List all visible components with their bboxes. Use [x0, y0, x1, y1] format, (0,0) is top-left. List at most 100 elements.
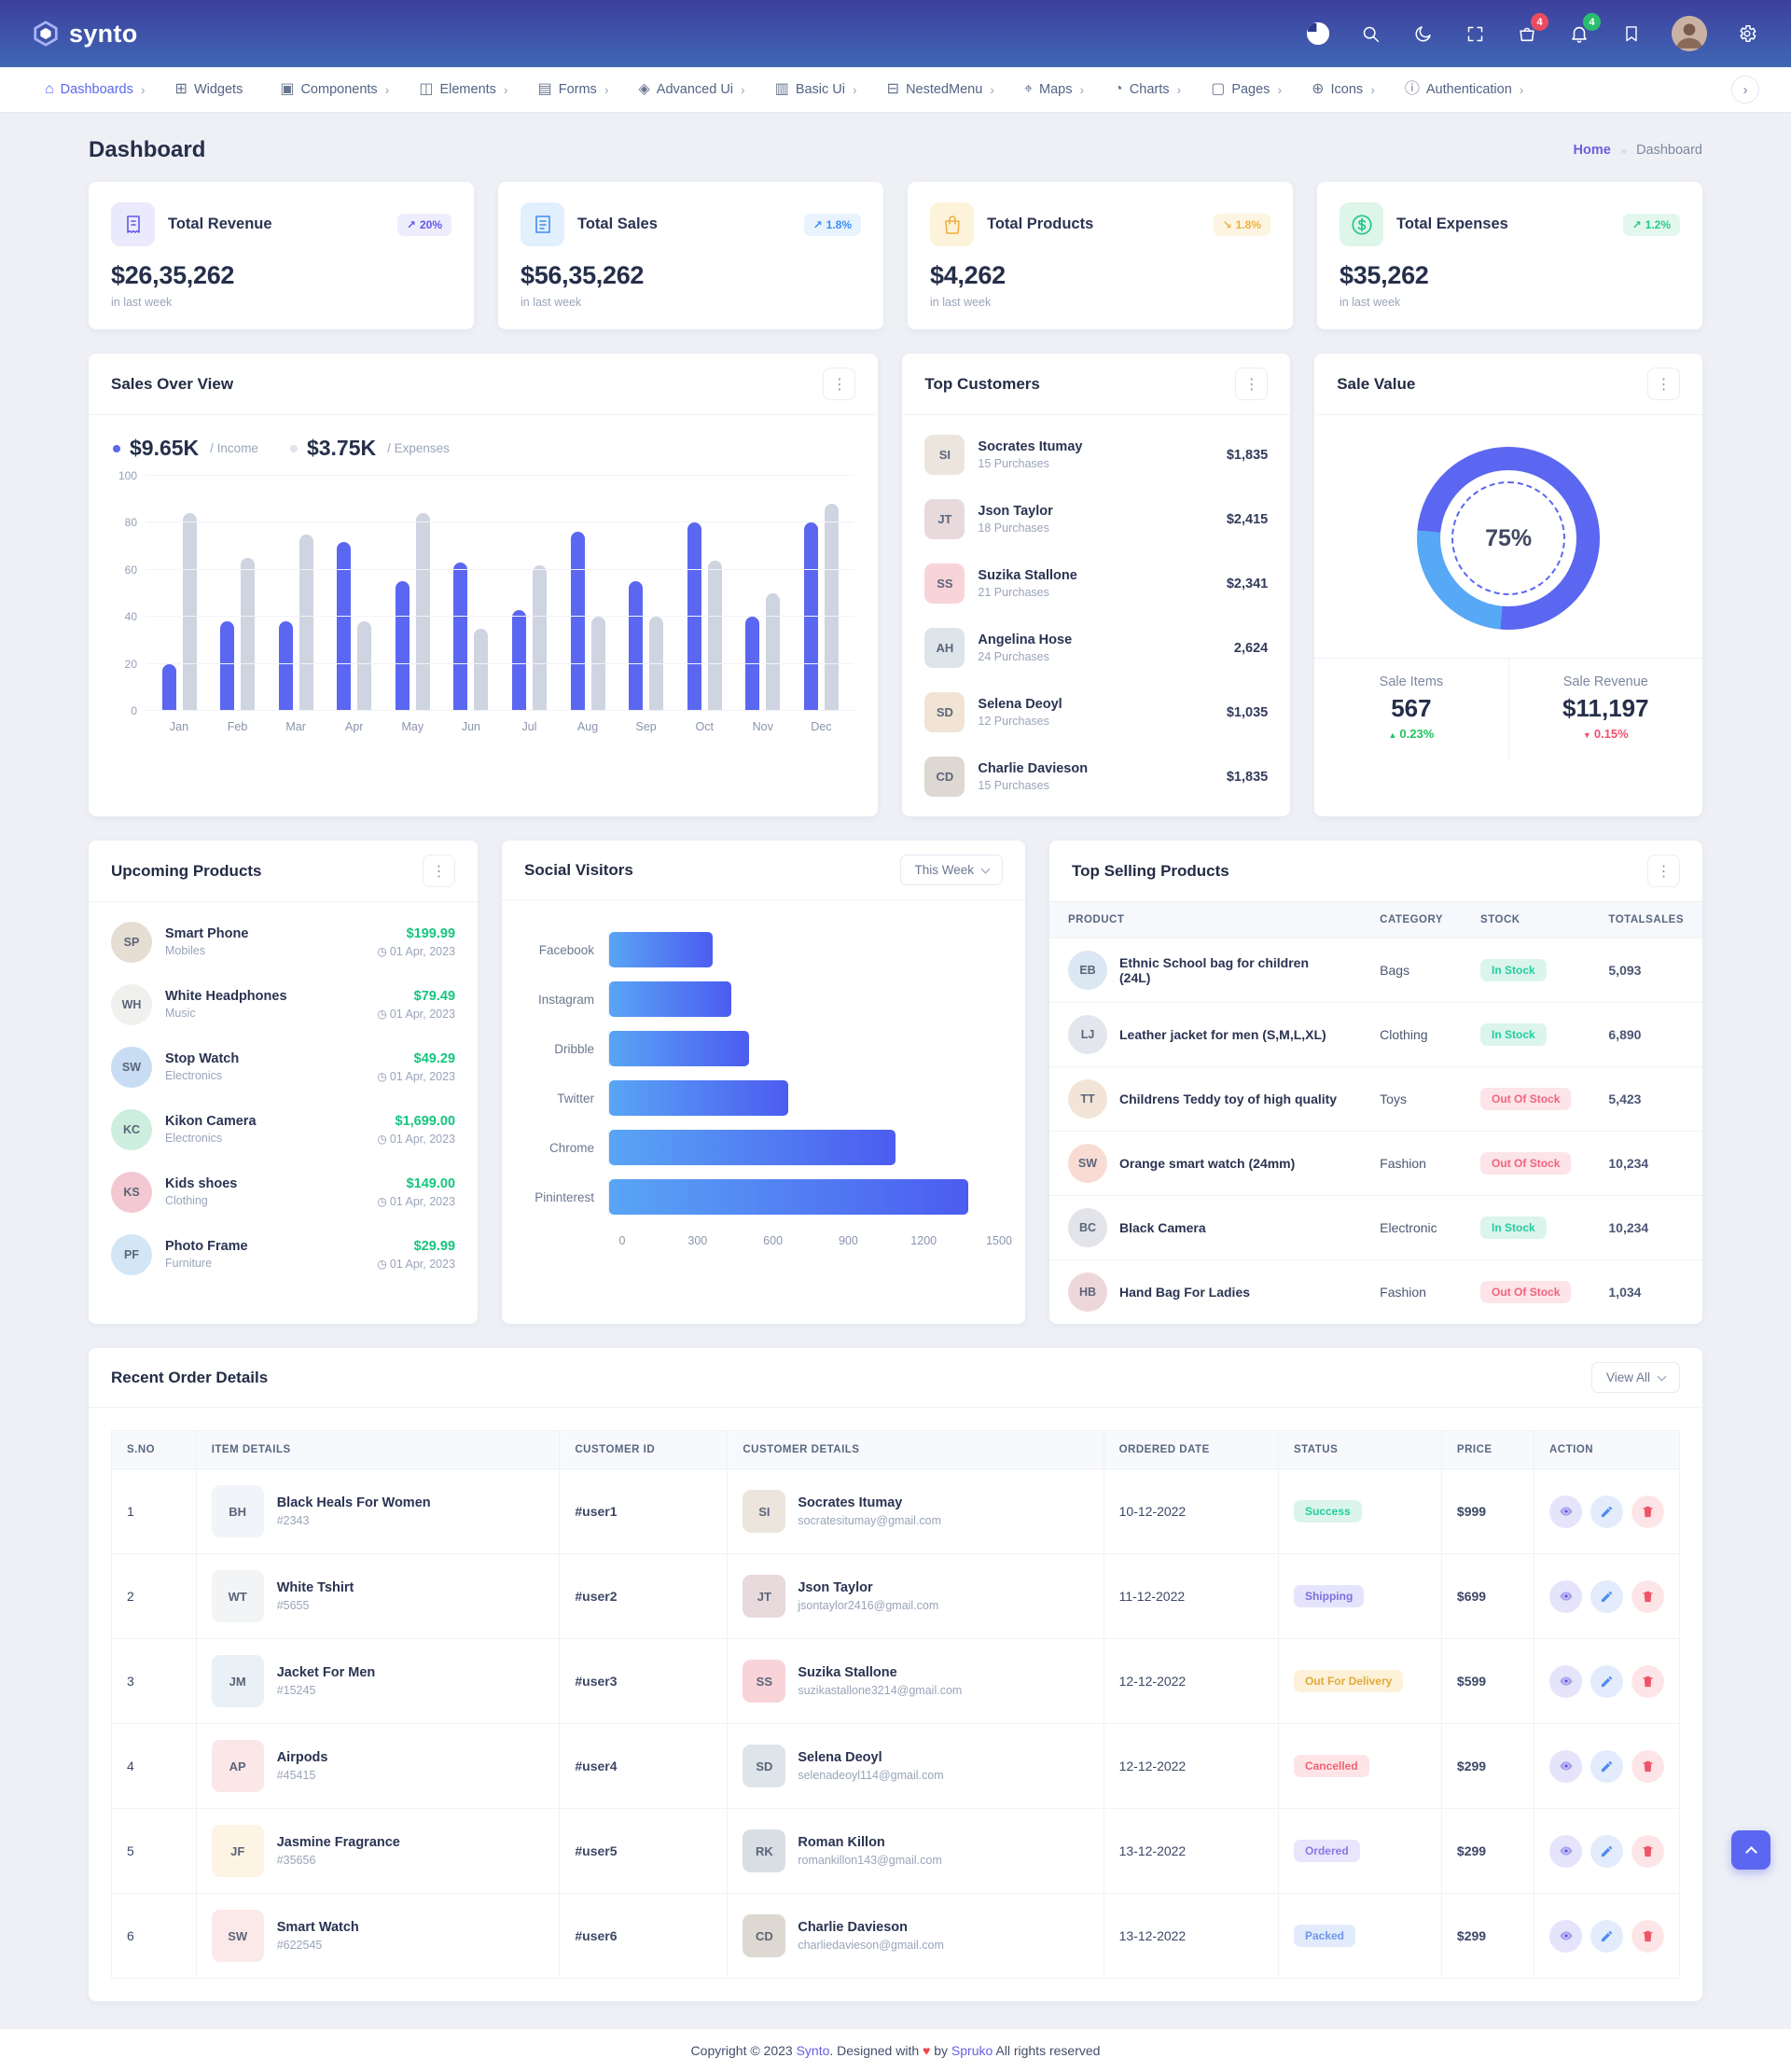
customer-list-item[interactable]: SD Selena Deoyl 12 Purchases $1,035 [902, 680, 1290, 744]
down-triangle-icon: ▼ [1583, 730, 1591, 740]
sale-revenue-label: Sale Revenue [1519, 674, 1693, 689]
nav-item[interactable]: ◫ Elements › [406, 75, 521, 104]
fullscreen-icon[interactable] [1463, 21, 1487, 46]
top-header: synto 4 4 [0, 0, 1791, 67]
nav-item[interactable]: ▣ Components › [267, 75, 402, 104]
search-icon[interactable] [1358, 21, 1382, 46]
stat-cards-row: Total Revenue ↗20% $26,35,262 in last we… [89, 182, 1702, 329]
language-flag-icon[interactable] [1306, 21, 1330, 46]
nav-item[interactable]: ▤ Forms › [525, 75, 622, 104]
view-order-button[interactable] [1549, 1665, 1582, 1698]
nav-scroll-right-button[interactable]: › [1731, 76, 1759, 104]
customer-name: Socrates Itumay [798, 1495, 941, 1510]
table-row: HB Hand Bag For Ladies Fashion Out Of St… [1049, 1260, 1702, 1325]
customer-amount: $1,835 [1227, 448, 1268, 463]
view-all-button[interactable]: View All [1591, 1362, 1680, 1393]
nav-item[interactable]: ▥ Basic Ui › [762, 75, 870, 104]
kebab-menu-button[interactable]: ⋮ [1647, 855, 1680, 887]
legend-income[interactable]: $9.65K / Income [113, 436, 258, 461]
customer-id[interactable]: #user4 [560, 1724, 728, 1809]
breadcrumb-home-link[interactable]: Home [1574, 143, 1611, 158]
nav-item[interactable]: ◈ Advanced Ui › [625, 75, 757, 104]
view-order-button[interactable] [1549, 1580, 1582, 1613]
nav-item[interactable]: ◔ Charts › [1101, 75, 1194, 104]
nav-item[interactable]: ⊕ Icons › [1298, 75, 1388, 104]
delete-order-button[interactable] [1631, 1495, 1664, 1528]
customer-list-item[interactable]: CD Charlie Davieson 15 Purchases $1,835 [902, 744, 1290, 809]
social-label-chrome: Chrome [519, 1141, 608, 1155]
scroll-to-top-button[interactable] [1731, 1830, 1770, 1870]
user-avatar[interactable] [1672, 16, 1707, 51]
customer-id[interactable]: #user5 [560, 1809, 728, 1894]
nav-item[interactable]: ⊟ NestedMenu › [874, 75, 1007, 104]
chevron-right-icon: › [990, 82, 994, 97]
delete-order-button[interactable] [1631, 1835, 1664, 1868]
kebab-menu-button[interactable]: ⋮ [423, 855, 455, 887]
product-list-item[interactable]: KS Kids shoes Clothing $149.00 ◷01 Apr, … [89, 1161, 478, 1223]
cart-icon[interactable]: 4 [1515, 21, 1539, 46]
customer-list-item[interactable]: AH Angelina Hose 24 Purchases 2,624 [902, 616, 1290, 680]
customer-list-item[interactable]: SS Suzika Stallone 21 Purchases $2,341 [902, 551, 1290, 616]
delete-order-button[interactable] [1631, 1665, 1664, 1698]
nav-item[interactable]: ⊞ Widgets [162, 75, 264, 104]
customer-avatar: SS [924, 563, 965, 604]
kebab-menu-button[interactable]: ⋮ [1235, 368, 1268, 400]
notifications-bell-icon[interactable]: 4 [1567, 21, 1591, 46]
settings-gear-icon[interactable] [1735, 21, 1759, 46]
nav-item[interactable]: ⌖ Maps › [1011, 75, 1097, 104]
customer-amount: $1,035 [1227, 705, 1268, 720]
nav-item[interactable]: ⓘ Authentication › [1392, 75, 1537, 104]
edit-order-button[interactable] [1590, 1835, 1623, 1868]
delete-order-button[interactable] [1631, 1580, 1664, 1613]
nav-item[interactable]: ▢ Pages › [1198, 75, 1295, 104]
order-item-id: #622545 [277, 1939, 359, 1952]
edit-order-button[interactable] [1590, 1750, 1623, 1783]
order-item-id: #5655 [277, 1599, 354, 1612]
delete-order-button[interactable] [1631, 1920, 1664, 1953]
footer-agency-link[interactable]: Spruko [951, 2043, 993, 2058]
order-price: $699 [1441, 1554, 1534, 1639]
stat-subtitle: in last week [930, 296, 1270, 309]
product-category: Electronics [165, 1069, 364, 1082]
chevron-right-icon: › [1277, 82, 1282, 97]
product-list-item[interactable]: SP Smart Phone Mobiles $199.99 ◷01 Apr, … [89, 911, 478, 973]
nav-item[interactable]: ⌂ Dashboards › [32, 75, 159, 104]
product-list-item[interactable]: WH White Headphones Music $79.49 ◷01 Apr… [89, 973, 478, 1036]
view-order-button[interactable] [1549, 1495, 1582, 1528]
footer-brand-link[interactable]: Synto [797, 2043, 830, 2058]
stock-badge: In Stock [1480, 1023, 1547, 1046]
view-order-button[interactable] [1549, 1920, 1582, 1953]
dark-mode-moon-icon[interactable] [1410, 21, 1435, 46]
product-list-item[interactable]: PF Photo Frame Furniture $29.99 ◷01 Apr,… [89, 1223, 478, 1286]
product-name: White Headphones [165, 989, 364, 1004]
customer-purchases: 12 Purchases [978, 715, 1213, 728]
order-item-name: White Tshirt [277, 1580, 354, 1595]
product-list-item[interactable]: SW Stop Watch Electronics $49.29 ◷01 Apr… [89, 1036, 478, 1098]
status-badge: Success [1294, 1500, 1362, 1523]
view-order-button[interactable] [1549, 1835, 1582, 1868]
sale-value-card: Sale Value ⋮ 75% Sale Items 567 ▲0.23% [1314, 354, 1702, 816]
ordered-date: 11-12-2022 [1104, 1554, 1278, 1639]
kebab-menu-button[interactable]: ⋮ [1647, 368, 1680, 400]
customer-id[interactable]: #user6 [560, 1894, 728, 1979]
order-price: $999 [1441, 1469, 1534, 1554]
column-header-sno: S.No [112, 1431, 197, 1469]
edit-order-button[interactable] [1590, 1580, 1623, 1613]
brand-logo[interactable]: synto [32, 20, 138, 49]
delete-order-button[interactable] [1631, 1750, 1664, 1783]
chevron-down-icon [981, 864, 991, 873]
customer-id[interactable]: #user3 [560, 1639, 728, 1724]
customer-list-item[interactable]: SI Socrates Itumay 15 Purchases $1,835 [902, 423, 1290, 487]
bookmark-icon[interactable] [1619, 21, 1644, 46]
customer-list-item[interactable]: JT Json Taylor 18 Purchases $2,415 [902, 487, 1290, 551]
edit-order-button[interactable] [1590, 1495, 1623, 1528]
edit-order-button[interactable] [1590, 1665, 1623, 1698]
customer-id[interactable]: #user2 [560, 1554, 728, 1639]
period-dropdown[interactable]: This Week [900, 855, 1003, 885]
legend-expenses[interactable]: $3.75K / Expenses [290, 436, 450, 461]
edit-order-button[interactable] [1590, 1920, 1623, 1953]
view-order-button[interactable] [1549, 1750, 1582, 1783]
customer-id[interactable]: #user1 [560, 1469, 728, 1554]
kebab-menu-button[interactable]: ⋮ [823, 368, 855, 400]
product-list-item[interactable]: KC Kikon Camera Electronics $1,699.00 ◷0… [89, 1098, 478, 1161]
